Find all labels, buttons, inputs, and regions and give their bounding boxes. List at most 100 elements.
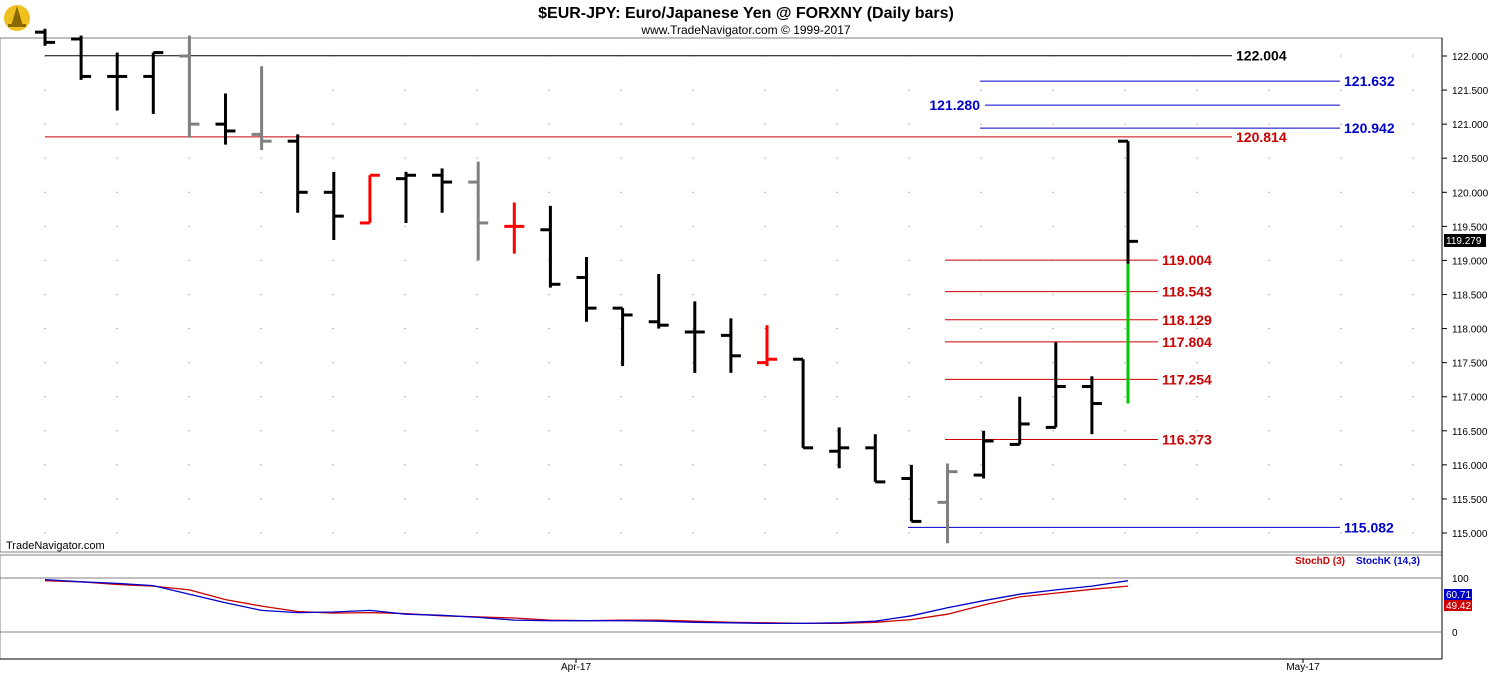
grid-dot	[908, 225, 910, 228]
grid-dot	[1412, 293, 1414, 296]
stoch-value-label: 49.42	[1446, 601, 1471, 612]
grid-dot	[1052, 361, 1054, 364]
grid-dot	[1268, 327, 1270, 330]
grid-dot	[404, 429, 406, 432]
grid-dot	[836, 327, 838, 330]
grid-dot	[1268, 464, 1270, 466]
grid-dot	[1412, 395, 1414, 398]
grid-dot	[1340, 191, 1342, 194]
grid-dot	[1124, 89, 1126, 91]
y-tick-label: 116.000	[1452, 461, 1488, 472]
grid-dot	[908, 123, 910, 125]
grid-dot	[332, 395, 334, 398]
level-label: 116.373	[1162, 431, 1212, 447]
grid-dot	[836, 259, 838, 262]
price-panel	[0, 37, 1443, 553]
grid-dot	[1340, 532, 1342, 534]
grid-dot	[1340, 464, 1342, 466]
grid-dot	[1124, 191, 1126, 194]
grid-dot	[188, 259, 190, 262]
grid-dot	[188, 532, 190, 534]
grid-dot	[116, 123, 118, 125]
grid-dot	[116, 225, 118, 228]
grid-dot	[908, 464, 910, 466]
ohlc-bar	[720, 318, 741, 373]
grid-dot	[764, 327, 766, 330]
grid-dot	[44, 532, 46, 534]
grid-dot	[836, 191, 838, 194]
grid-dot	[332, 498, 334, 500]
grid-dot	[116, 327, 118, 330]
grid-dot	[260, 157, 262, 160]
ohlc-bar	[1045, 342, 1066, 429]
stoch-value-label: 60.71	[1446, 590, 1471, 601]
grid-dot	[1052, 157, 1054, 160]
ohlc-bar	[1118, 139, 1138, 404]
grid-dot	[260, 464, 262, 466]
grid-dot	[332, 327, 334, 330]
grid-dot	[260, 191, 262, 194]
grid-dot	[44, 157, 46, 160]
grid-dot	[1124, 123, 1126, 125]
grid-dot	[908, 259, 910, 262]
grid-dot	[908, 498, 910, 500]
grid-dot	[620, 293, 622, 296]
ohlc-bar	[612, 306, 633, 367]
grid-dot	[1412, 532, 1414, 534]
grid-dot	[836, 89, 838, 91]
stochk-line	[44, 578, 1129, 625]
grid-dot	[404, 259, 406, 262]
last-price-badge	[1444, 234, 1486, 247]
grid-dot	[908, 361, 910, 364]
grid-dot	[404, 532, 406, 534]
grid-dot	[980, 327, 982, 330]
grid-dot	[116, 293, 118, 296]
level-label: 120.942	[1344, 120, 1395, 136]
grid-dot	[1412, 327, 1414, 330]
grid-dot	[1124, 532, 1126, 534]
grid-dot	[1052, 429, 1054, 432]
grid-dot	[188, 157, 190, 160]
grid-dot	[332, 157, 334, 160]
grid-dot	[692, 191, 694, 194]
grid-dot	[908, 89, 910, 91]
grid-dot	[1052, 191, 1054, 194]
grid-dot	[620, 464, 622, 466]
time-axis: Apr-17 May-17	[0, 658, 1442, 673]
ohlc-bar	[35, 28, 55, 46]
grid-dot	[260, 498, 262, 500]
grid-dot	[620, 498, 622, 500]
level-label: 118.543	[1162, 284, 1212, 300]
grid-dot	[1052, 327, 1054, 330]
grid-dot	[188, 225, 190, 228]
grid-dot	[1124, 429, 1126, 432]
grid-dot	[1196, 225, 1198, 228]
grid-dot	[980, 191, 982, 194]
grid-dot	[1412, 89, 1414, 91]
grid-dot	[1196, 123, 1198, 125]
legend-stochk: StochK (14,3)	[1356, 556, 1420, 567]
grid-dot	[980, 123, 982, 125]
grid-dot	[404, 225, 406, 228]
level-label: 121.280	[929, 97, 980, 113]
grid-dot	[908, 293, 910, 296]
y-tick-label: 120.500	[1452, 154, 1489, 165]
ohlc-bar	[432, 168, 453, 213]
y-tick-label: 115.500	[1452, 495, 1488, 506]
grid-dot	[692, 498, 694, 500]
grid-dot	[1196, 429, 1198, 432]
stoch-value-badge	[1444, 589, 1472, 600]
grid-dot	[1052, 395, 1054, 398]
grid-dot	[404, 498, 406, 500]
grid-dot	[620, 191, 622, 194]
ohlc-bar	[540, 205, 561, 288]
level-label: 119.004	[1162, 252, 1212, 268]
ohlc-bar	[251, 66, 272, 151]
grid-dot	[404, 89, 406, 91]
grid-dot	[1268, 123, 1270, 125]
grid-dot	[1412, 259, 1414, 262]
grid-dot	[692, 157, 694, 160]
grid-dot	[1268, 89, 1270, 91]
price-bars	[35, 28, 1138, 544]
